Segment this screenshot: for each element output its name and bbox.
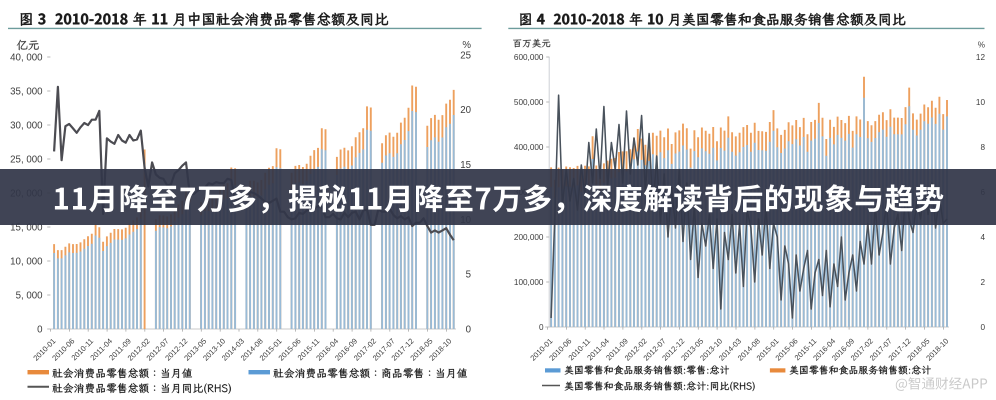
svg-text:400,000: 400,000: [514, 143, 544, 152]
svg-text:500,000: 500,000: [514, 98, 544, 107]
svg-text:0: 0: [539, 323, 544, 332]
svg-text:2: 2: [980, 278, 985, 287]
svg-text:200,000: 200,000: [514, 233, 544, 242]
svg-text:100,000: 100,000: [514, 278, 544, 287]
svg-text:5: 5: [466, 270, 471, 281]
svg-text:%: %: [462, 40, 471, 51]
svg-text:10, 000: 10, 000: [10, 256, 43, 267]
svg-text:8: 8: [980, 143, 985, 152]
svg-text:5, 000: 5, 000: [16, 290, 44, 301]
svg-text:12: 12: [976, 53, 986, 62]
svg-text:4: 4: [980, 233, 985, 242]
svg-text:0: 0: [980, 323, 985, 332]
svg-text:0: 0: [466, 324, 472, 335]
svg-text:%: %: [978, 41, 985, 50]
svg-text:30, 000: 30, 000: [10, 120, 43, 131]
svg-text:10: 10: [976, 98, 986, 107]
svg-text:15: 15: [460, 160, 471, 171]
svg-text:15, 000: 15, 000: [10, 222, 43, 233]
svg-text:40, 000: 40, 000: [10, 52, 43, 63]
svg-text:25: 25: [460, 50, 471, 61]
svg-text:600,000: 600,000: [514, 53, 544, 62]
svg-text:35, 000: 35, 000: [10, 86, 43, 97]
svg-text:0: 0: [37, 324, 43, 335]
svg-text:20: 20: [460, 105, 471, 116]
svg-text:25, 000: 25, 000: [10, 154, 43, 165]
